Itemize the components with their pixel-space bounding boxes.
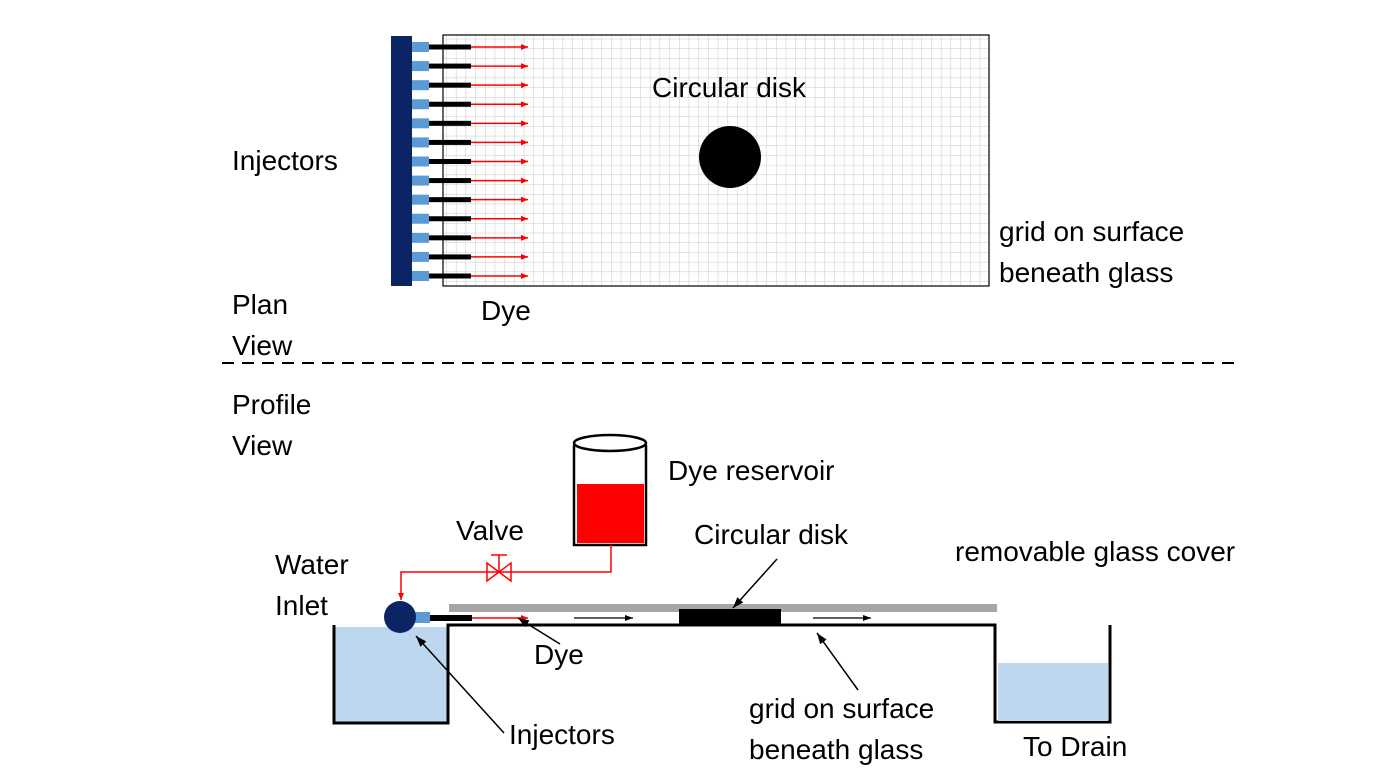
- injector-nozzle: [412, 137, 429, 148]
- drain-water: [998, 663, 1108, 721]
- grid-leader: [816, 632, 859, 691]
- inlet-water: [334, 627, 447, 723]
- injector-nozzle: [412, 80, 429, 91]
- injector-tube: [429, 216, 471, 222]
- injector-nozzle: [412, 61, 429, 72]
- plan-dye-label: Dye: [481, 295, 531, 326]
- profile-circular-disk-label: Circular disk: [694, 519, 849, 550]
- injector-tube: [429, 120, 471, 126]
- plan-grid-label-line2: beneath glass: [999, 257, 1173, 288]
- water-inlet-label-line2: Inlet: [275, 590, 328, 621]
- injectors-leader: [415, 635, 505, 734]
- injector-tube: [429, 159, 471, 164]
- injector-tube: [429, 101, 471, 107]
- injector-tube: [429, 235, 471, 241]
- water-inlet-pipe: [384, 601, 416, 633]
- injector-nozzle: [412, 232, 429, 243]
- valve-label: Valve: [456, 515, 524, 546]
- plan-circular-disk: [699, 126, 761, 188]
- profile-injector-tube: [428, 615, 472, 621]
- plan-injectors-label: Injectors: [232, 145, 338, 176]
- injector-tube: [429, 273, 471, 279]
- injector-nozzle: [412, 213, 429, 224]
- plan-injector-array: [412, 42, 528, 281]
- injector-tube: [429, 197, 471, 203]
- injector-nozzle: [412, 251, 429, 262]
- injector-tube: [429, 139, 471, 145]
- injector-tube: [429, 82, 471, 88]
- profile-view: Profile View Dye reservoir Valve Water I…: [232, 389, 1235, 765]
- plan-view-label-line2: View: [232, 330, 293, 361]
- plan-view-label-line1: Plan: [232, 289, 288, 320]
- injector-tube: [429, 44, 471, 50]
- profile-view-label-line2: View: [232, 430, 293, 461]
- profile-view-label-line1: Profile: [232, 389, 311, 420]
- valve-icon: [486, 554, 512, 583]
- injector-tube: [429, 63, 471, 69]
- injector-tube: [429, 178, 471, 184]
- injector-nozzle: [412, 42, 429, 52]
- plan-grid-label-line1: grid on surface: [999, 216, 1184, 247]
- profile-grid-label-line2: beneath glass: [749, 734, 923, 765]
- profile-grid-label-line1: grid on surface: [749, 693, 934, 724]
- plan-circular-disk-label: Circular disk: [652, 72, 807, 103]
- glass-cover-label: removable glass cover: [955, 536, 1235, 567]
- injector-tube: [429, 254, 471, 260]
- circular-disk-leader: [732, 558, 778, 609]
- water-inlet-label-line1: Water: [275, 549, 349, 580]
- dye-leader: [517, 617, 561, 645]
- plan-view: Circular disk Injectors grid on surface …: [232, 34, 1184, 361]
- injector-nozzle: [412, 194, 429, 205]
- injector-nozzle: [412, 175, 429, 186]
- drain-label: To Drain: [1023, 731, 1127, 762]
- injector-nozzle: [412, 156, 429, 167]
- profile-circular-disk: [679, 609, 781, 626]
- glass-cover: [449, 604, 997, 612]
- profile-injector-nozzle: [413, 612, 430, 623]
- dye-liquid: [577, 484, 644, 543]
- dye-feed-line: [398, 545, 612, 600]
- injector-nozzle: [412, 99, 429, 110]
- injector-nozzle: [412, 118, 429, 129]
- dye-reservoir: [572, 433, 648, 547]
- injector-nozzle: [412, 271, 429, 281]
- profile-injectors-label: Injectors: [509, 719, 615, 750]
- plan-injector-manifold: [391, 36, 412, 286]
- dye-reservoir-label: Dye reservoir: [668, 455, 834, 486]
